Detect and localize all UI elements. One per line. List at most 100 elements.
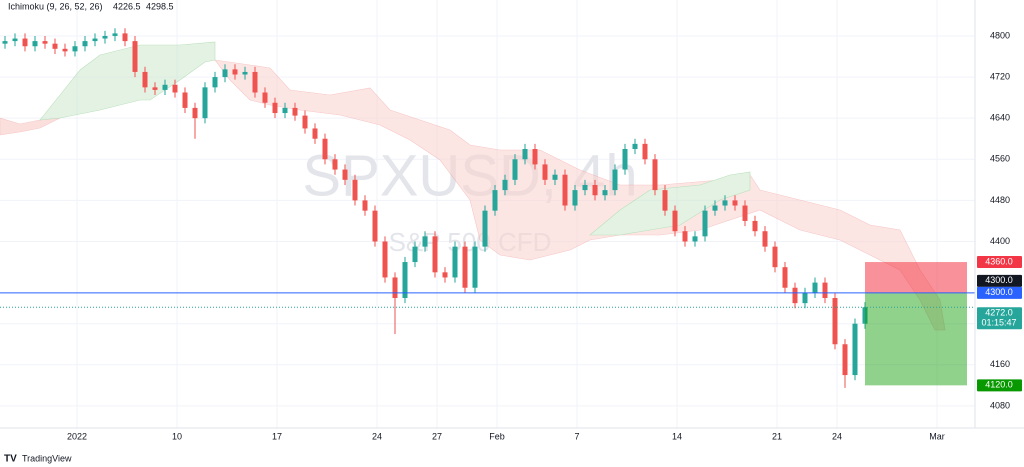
countdown: 01:15:47 [981,318,1016,328]
candle-body [302,115,308,129]
price-tag-label: 4120.0 [985,380,1013,390]
overlay [0,262,975,386]
candle-body [432,236,438,273]
candles [2,28,868,388]
candle-body [692,236,698,242]
x-tick-label: 24 [372,431,382,441]
candle-body [352,179,358,201]
legend: Ichimoku (9, 26, 52, 26) 4226.5 4298.5 [8,1,174,11]
indicator-value: 4226.5 [113,1,141,11]
candle-body [502,179,508,191]
candle-body [272,102,278,114]
candle-body [402,262,408,299]
y-tick-label: 4080 [990,400,1010,410]
candle-body [332,159,338,170]
candle-body [752,220,758,232]
candle-body [382,241,388,278]
candle-body [612,169,618,191]
candle-body [652,159,658,191]
candle-body [2,41,8,44]
indicator-name: Ichimoku (9, 26, 52, 26) [8,1,103,11]
candle-body [222,69,228,78]
candle-body [482,210,488,247]
x-tick-label: 2022 [67,431,87,441]
x-tick-label: 10 [172,431,182,441]
y-tick-label: 4640 [990,113,1010,123]
candle-body [722,200,728,206]
candle-body [262,92,268,103]
candle-body [362,200,368,211]
candle-body [22,38,28,47]
candle-body [562,174,568,206]
x-tick-label: 17 [272,431,282,441]
y-tick-label: 4560 [990,154,1010,164]
candle-body [812,282,818,293]
indicator-value: 4298.5 [146,1,174,11]
candle-body [862,307,868,324]
candle-body [622,149,628,170]
candle-body [322,138,328,160]
candle-body [662,190,668,211]
candle-body [472,246,478,288]
candle-body [442,272,448,278]
x-tick-label: Mar [929,431,945,441]
candle-body [552,174,558,180]
y-tick-label: 4160 [990,359,1010,369]
x-tick-label: 27 [432,431,442,441]
candle-body [512,159,518,180]
candle-body [582,184,588,191]
brand-logo: TV [4,454,17,465]
price-tag [977,307,1022,330]
candle-body [742,205,748,221]
candle-body [802,292,808,304]
price-tag [977,379,1022,392]
candle-body [282,107,288,114]
candle-body [232,69,238,75]
cloud-green [589,171,751,236]
candle-body [422,236,428,247]
candle-body [32,41,38,47]
candle-body [182,92,188,108]
x-tick-label: Feb [489,431,505,441]
candle-body [42,41,48,44]
candle-body [842,344,848,376]
candle-body [462,246,468,288]
candle-body [532,149,538,165]
candle-body [152,87,158,90]
cloud-red [214,59,946,331]
y-tick-label: 4800 [990,30,1010,40]
ichimoku-cloud [0,41,946,331]
candle-body [102,35,108,39]
candle-body [542,164,548,180]
stop-zone [865,262,967,293]
candle-body [132,41,138,72]
candle-body [12,38,18,42]
price-tag-label: 4300.0 [985,287,1013,297]
price-tag-label: 4272.0 [985,308,1013,318]
y-tick-label: 4720 [990,71,1010,81]
cloud-green [39,41,216,121]
candle-body [522,149,528,160]
candle-body [62,48,68,52]
candle-body [392,277,398,299]
candle-body [92,38,98,42]
candle-body [72,46,78,52]
candle-body [732,200,738,206]
price-tag-label: 4360.0 [985,256,1013,266]
price-tag [977,274,1022,287]
candle-body [372,210,378,242]
footer [0,450,1024,467]
candle-body [832,298,838,345]
cloud-red [0,117,61,136]
x-tick-label: 7 [574,431,579,441]
candle-body [112,33,118,36]
x-tick-label: 14 [672,431,682,441]
candle-body [312,128,318,139]
y-tick-label: 4480 [990,195,1010,205]
brand: TradingView [22,453,72,463]
candle-body [292,107,298,116]
candle-body [702,210,708,237]
x-tick-label: 21 [772,431,782,441]
candle-body [492,190,498,211]
candle-body [252,71,258,93]
